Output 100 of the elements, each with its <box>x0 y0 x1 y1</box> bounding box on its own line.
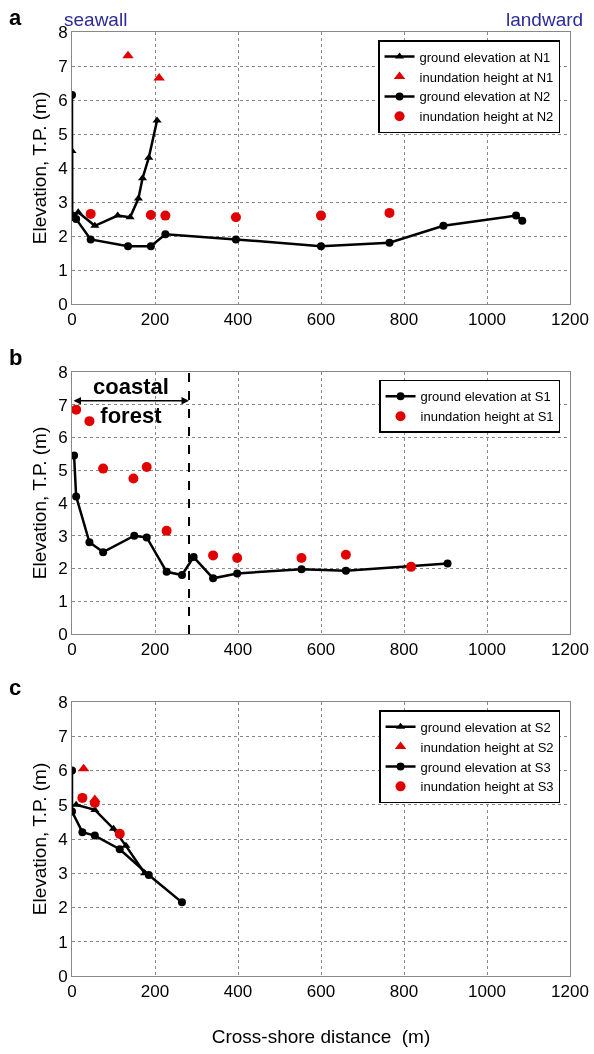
point <box>72 492 81 501</box>
y-tick-label: 7 <box>58 727 68 747</box>
point <box>72 404 82 415</box>
point <box>72 451 79 460</box>
y-tick-label: 6 <box>58 428 68 448</box>
y-tick-label: 5 <box>58 461 68 481</box>
point <box>177 898 186 907</box>
point <box>141 461 152 472</box>
text: b <box>9 345 23 370</box>
point <box>113 211 123 218</box>
point <box>114 828 125 839</box>
point <box>122 50 134 59</box>
point <box>209 574 218 583</box>
y-tick-label: 1 <box>58 592 68 612</box>
point <box>384 207 395 218</box>
point <box>230 212 241 223</box>
point <box>99 548 108 557</box>
y-tick-label: 3 <box>58 192 68 212</box>
point <box>144 153 154 160</box>
y-tick-label: 4 <box>58 493 68 513</box>
x-tick-label: 600 <box>306 640 336 660</box>
legend-label: ground elevation at S1 <box>420 389 551 405</box>
y-tick-label: 0 <box>58 294 68 314</box>
point <box>90 221 100 228</box>
y-tick-label: 0 <box>58 624 68 644</box>
x-axis-title: Cross-shore distance (m) <box>211 1026 431 1047</box>
y-tick-label: 7 <box>58 395 68 415</box>
x-tick-label: 400 <box>223 640 253 660</box>
y-tick-label: 3 <box>58 526 68 546</box>
point <box>340 549 351 560</box>
point <box>512 211 521 220</box>
point <box>115 845 124 854</box>
y-tick-label: 2 <box>58 226 68 246</box>
point <box>72 800 81 807</box>
point <box>317 242 325 251</box>
legend-label: inundation height at S2 <box>420 739 554 755</box>
point <box>341 566 350 575</box>
point <box>72 215 81 223</box>
text: c <box>9 675 22 700</box>
y-tick-label: 0 <box>58 966 68 986</box>
x-tick-label: 1200 <box>551 310 589 330</box>
y-tick-label: 4 <box>58 829 68 849</box>
legend-label: ground elevation at S3 <box>420 759 551 775</box>
y-tick-label: 3 <box>58 864 68 884</box>
point <box>142 533 151 542</box>
x-tick-label: 1000 <box>468 640 506 660</box>
x-tick-label: 1200 <box>551 982 589 1002</box>
point <box>78 828 87 837</box>
text: a <box>9 5 22 30</box>
point <box>86 235 95 244</box>
point <box>162 567 171 576</box>
x-tick-label: 600 <box>306 982 336 1002</box>
point <box>89 798 100 809</box>
text: landward <box>506 9 584 30</box>
y-tick-label: 7 <box>58 56 68 76</box>
annotation: coastal forest <box>93 374 169 428</box>
point <box>146 242 155 251</box>
x-tick-label: 800 <box>389 640 419 660</box>
legend-label: ground elevation at N2 <box>419 89 551 105</box>
y-tick-label: 8 <box>58 692 68 712</box>
point <box>85 208 96 219</box>
point <box>316 210 326 221</box>
point <box>98 463 109 474</box>
legend-label: ground elevation at S2 <box>420 719 551 735</box>
y-tick-label: 5 <box>58 124 68 144</box>
legend-label: inundation height at N1 <box>419 69 554 85</box>
point <box>385 238 394 247</box>
point <box>90 831 99 840</box>
x-tick-label: 1000 <box>468 982 506 1002</box>
x-tick-label: 400 <box>223 982 253 1002</box>
point <box>77 792 88 803</box>
y-axis-title: Elevation, T.P. (m) <box>28 426 50 580</box>
point <box>124 242 133 251</box>
x-tick-label: 200 <box>140 310 170 330</box>
point <box>160 210 171 221</box>
point <box>233 569 242 578</box>
y-tick-label: 1 <box>58 260 68 280</box>
legend-label: inundation height at S1 <box>420 409 554 425</box>
point <box>443 559 452 568</box>
point <box>85 538 94 547</box>
x-tick-label: 200 <box>140 982 170 1002</box>
y-tick-label: 6 <box>58 761 68 781</box>
point <box>406 561 417 572</box>
point <box>161 525 172 536</box>
point <box>189 553 198 562</box>
y-tick-label: 4 <box>58 158 68 178</box>
y-tick-label: 2 <box>58 559 68 579</box>
point <box>208 550 219 561</box>
point <box>232 553 243 564</box>
point <box>296 553 307 564</box>
point <box>84 416 95 427</box>
x-tick-label: 400 <box>223 310 253 330</box>
x-tick-label: 800 <box>389 982 419 1002</box>
y-tick-label: 8 <box>58 362 68 382</box>
legend-label: ground elevation at N1 <box>419 49 551 65</box>
x-tick-label: 200 <box>140 640 170 660</box>
point <box>161 230 170 239</box>
point <box>518 216 527 225</box>
y-tick-label: 1 <box>58 932 68 952</box>
legend-label: inundation height at N2 <box>419 109 554 125</box>
